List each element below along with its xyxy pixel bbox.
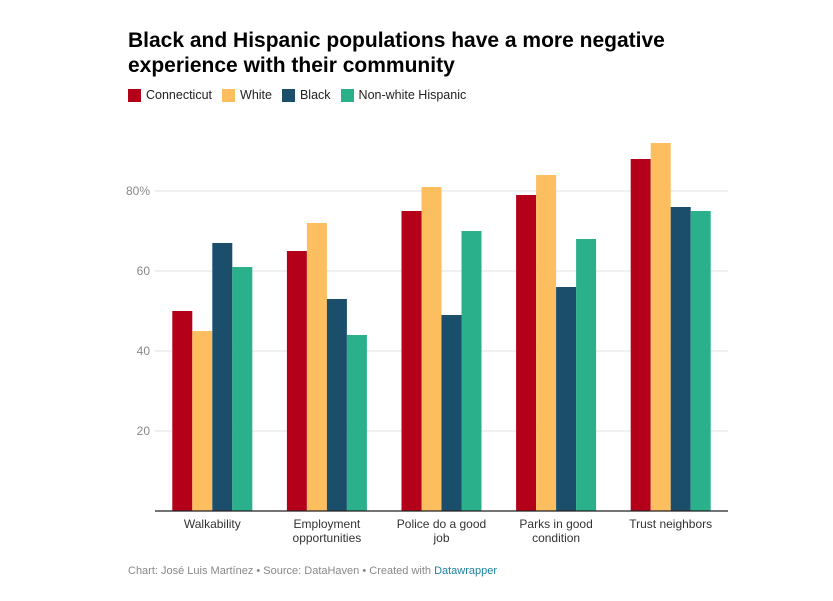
x-tick-label: Police do a good job: [397, 517, 486, 545]
legend-swatch: [340, 88, 354, 102]
bar-non-white-hispanic: [346, 335, 367, 511]
legend-label: Connecticut: [146, 88, 213, 102]
x-tick-label: Employment opportunities: [293, 517, 362, 545]
bar-connecticut: [516, 195, 537, 511]
bar-black: [326, 299, 347, 511]
footer-credit: Chart: José Luis Martínez • Source: Data…: [128, 565, 435, 577]
bar-white: [306, 223, 327, 511]
bar-black: [670, 207, 691, 511]
legend-label: Non-white Hispanic: [358, 88, 467, 102]
legend: Connecticut White Black Non-white Hispanic: [128, 88, 466, 102]
legend-item: White: [222, 88, 272, 102]
bar-non-white-hispanic: [690, 211, 711, 511]
y-tick-label: 40: [137, 344, 151, 358]
bar-white: [650, 143, 671, 511]
legend-label: White: [240, 88, 272, 102]
x-tick-label: Trust neighbors: [629, 517, 712, 531]
bar-white: [421, 187, 442, 511]
bar-connecticut: [286, 251, 307, 511]
y-tick-label: 20: [137, 424, 151, 438]
legend-label: Black: [299, 88, 331, 102]
bar-black: [556, 287, 577, 511]
legend-swatch: [128, 88, 141, 102]
bar-white: [536, 175, 557, 511]
x-tick-label: Parks in good condition: [519, 517, 592, 545]
legend-item: Non-white Hispanic: [340, 88, 467, 102]
datawrapper-link[interactable]: Datawrapper: [434, 565, 498, 577]
chart-title: Black and Hispanic populations have a mo…: [128, 29, 665, 77]
legend-item: Black: [281, 88, 331, 102]
x-tick-label: Walkability: [184, 517, 241, 531]
y-tick-label: 60: [137, 264, 151, 278]
y-tick-label: 80%: [126, 184, 150, 198]
bar-connecticut: [401, 211, 422, 511]
bar-connecticut: [630, 159, 651, 511]
bar-non-white-hispanic: [232, 267, 253, 511]
legend-swatch: [281, 88, 295, 102]
bar-white: [192, 331, 213, 511]
bar-black: [212, 243, 233, 511]
footer: Chart: José Luis Martínez • Source: Data…: [128, 565, 497, 577]
legend-item: Connecticut: [128, 88, 212, 102]
legend-swatch: [222, 88, 236, 102]
bar-non-white-hispanic: [461, 231, 482, 511]
bar-non-white-hispanic: [576, 239, 597, 511]
bar-connecticut: [172, 311, 193, 511]
bar-black: [441, 315, 462, 511]
